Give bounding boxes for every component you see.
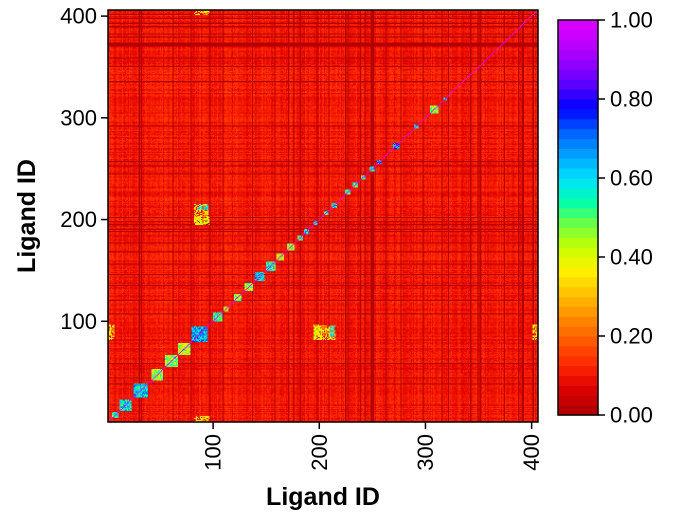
heatmap-plot-area (108, 10, 538, 422)
colorbar-level (558, 385, 598, 396)
colorbar-level (558, 99, 598, 110)
colorbar-level (558, 207, 598, 219)
colorbar-tick-label: 0.00 (610, 403, 653, 428)
colorbar-axis: 0.00 0.20 0.40 0.60 0.80 1.00 (598, 8, 653, 428)
plot-frame (107, 9, 539, 423)
colorbar-level (558, 49, 598, 61)
x-tick-label: 200 (307, 434, 332, 471)
colorbar-level (558, 266, 598, 278)
colorbar-level (558, 158, 598, 169)
y-tick-label: 400 (60, 4, 97, 29)
colorbar-level (558, 29, 598, 41)
colorbar-tick-label: 0.80 (610, 87, 653, 112)
x-axis-title: Ligand ID (266, 483, 380, 511)
colorbar-level (558, 247, 598, 258)
x-tick-label: 100 (201, 434, 226, 471)
y-tick-label: 300 (60, 105, 97, 130)
colorbar-level (558, 316, 598, 327)
y-axis: 100 200 300 400 (60, 4, 108, 334)
colorbar-level (558, 296, 598, 307)
colorbar-level (558, 108, 598, 120)
x-axis: 100 200 300 400 (201, 422, 544, 471)
colorbar-level (558, 227, 598, 238)
y-tick-label: 100 (60, 309, 97, 334)
colorbar-level (558, 355, 598, 367)
colorbar-level (558, 59, 598, 70)
colorbar-frame (557, 19, 599, 416)
colorbar-level (558, 326, 598, 337)
colorbar-level (558, 20, 598, 31)
colorbar-level (558, 237, 598, 248)
colorbar-tick-label: 1.00 (610, 8, 653, 33)
colorbar-level (558, 118, 598, 130)
heatmap-cells (108, 10, 538, 422)
colorbar-level (558, 197, 598, 209)
y-axis-title: Ligand ID (13, 159, 41, 273)
colorbar-level (558, 79, 598, 90)
colorbar-level (558, 187, 598, 199)
colorbar-level (558, 217, 598, 228)
colorbar-level (558, 276, 598, 288)
x-tick-label: 400 (519, 434, 544, 471)
colorbar-level (558, 395, 598, 406)
colorbar-level (558, 336, 598, 347)
colorbar-level (558, 168, 598, 179)
colorbar (558, 20, 598, 416)
y-tick-label: 200 (60, 207, 97, 232)
colorbar-level (558, 306, 598, 317)
colorbar-level (558, 148, 598, 159)
colorbar-level (558, 345, 598, 357)
colorbar-level (558, 128, 598, 140)
colorbar-level (558, 286, 598, 298)
colorbar-level (558, 138, 598, 149)
colorbar-level (558, 405, 598, 416)
x-tick-label: 300 (413, 434, 438, 471)
colorbar-level (558, 365, 598, 377)
colorbar-tick-label: 0.40 (610, 245, 653, 270)
colorbar-level (558, 375, 598, 386)
colorbar-level (558, 178, 598, 189)
colorbar-tick-label: 0.60 (610, 166, 653, 191)
colorbar-level (558, 89, 598, 100)
colorbar-level (558, 257, 598, 268)
colorbar-level (558, 69, 598, 80)
colorbar-tick-label: 0.20 (610, 324, 653, 349)
colorbar-level (558, 39, 598, 51)
